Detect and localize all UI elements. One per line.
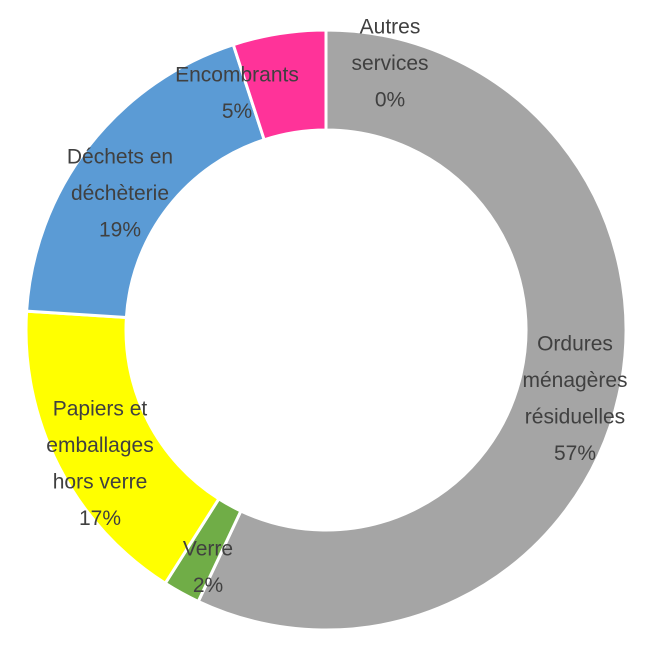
value-label: 17% xyxy=(79,507,121,530)
segment-label: ménagères xyxy=(522,369,627,392)
segment-label: Autres xyxy=(360,16,421,39)
value-label: 0% xyxy=(375,89,405,112)
value-label: 57% xyxy=(554,442,596,465)
segment-label: déchèterie xyxy=(71,182,169,205)
segment-label: services xyxy=(351,52,428,75)
segment-label: Papiers et xyxy=(53,398,148,421)
segment-label: emballages xyxy=(46,434,153,457)
value-label: 19% xyxy=(99,219,141,242)
value-label: 2% xyxy=(193,574,223,597)
value-label: 5% xyxy=(222,100,252,123)
segment-label: Ordures xyxy=(537,333,613,356)
segment-label: Verre xyxy=(183,538,233,561)
segment-label: Déchets en xyxy=(67,146,173,169)
donut-segment xyxy=(196,28,628,632)
segment-label: résiduelles xyxy=(525,406,625,429)
segment-label: hors verre xyxy=(53,471,148,494)
donut-segment xyxy=(231,28,328,142)
segment-label: Encombrants xyxy=(175,64,299,87)
